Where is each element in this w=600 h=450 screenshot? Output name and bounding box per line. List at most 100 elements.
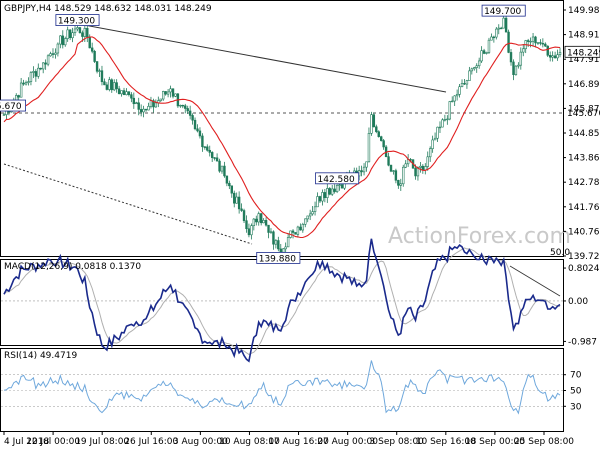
candle xyxy=(534,35,537,48)
candle xyxy=(61,30,64,49)
candle-body xyxy=(414,167,417,177)
candle-body xyxy=(61,35,64,46)
candle-body xyxy=(480,50,483,62)
candle xyxy=(333,184,336,194)
candle xyxy=(27,77,30,86)
candle xyxy=(326,182,329,203)
candle-body xyxy=(39,67,42,70)
candle-body xyxy=(323,192,327,198)
candle-body xyxy=(485,52,488,54)
candle-body xyxy=(51,53,55,55)
candle-body xyxy=(17,95,20,98)
candle xyxy=(108,76,111,92)
price-annotation: 142.580 xyxy=(315,172,360,185)
candle xyxy=(73,25,77,36)
candle-body xyxy=(458,86,461,95)
candle-body xyxy=(122,90,126,96)
level-price-label: 145.670 xyxy=(567,109,600,119)
candle-body xyxy=(203,146,207,148)
candle xyxy=(286,233,290,248)
candle xyxy=(181,104,185,109)
rsi-label: RSI(14) 49.4719 xyxy=(4,351,77,361)
candle-body xyxy=(558,51,562,56)
candle xyxy=(389,164,393,173)
candle xyxy=(191,113,194,125)
candle-body xyxy=(29,72,33,82)
candle-body xyxy=(139,109,143,113)
time-tick-label: 12 Jul 00:00 xyxy=(26,437,80,447)
candle-body xyxy=(113,82,116,91)
candle-body xyxy=(377,131,380,137)
falling-trendline xyxy=(67,21,447,93)
candle-body xyxy=(443,119,447,121)
candle-body xyxy=(125,91,128,96)
candle-body xyxy=(455,94,459,97)
candle xyxy=(240,203,243,212)
candle xyxy=(299,223,302,231)
candle xyxy=(262,218,265,224)
candle xyxy=(171,88,175,99)
candle xyxy=(252,218,256,231)
candle-body xyxy=(105,84,109,90)
candle xyxy=(394,168,398,184)
candle-body xyxy=(230,185,233,194)
candle xyxy=(41,62,45,74)
candle-body xyxy=(517,64,520,67)
candle xyxy=(137,97,140,116)
candle-body xyxy=(301,224,305,231)
candle xyxy=(2,112,6,116)
candle-body xyxy=(196,128,199,132)
candle xyxy=(438,121,442,133)
candle xyxy=(193,117,197,131)
candle-body xyxy=(237,196,241,210)
candle xyxy=(399,178,402,191)
candle-body xyxy=(331,188,334,195)
candle xyxy=(39,67,42,71)
candle xyxy=(553,51,557,59)
time-tick-label: 17 Aug 16:00 xyxy=(268,437,329,447)
candle-body xyxy=(277,240,280,250)
candle xyxy=(71,27,74,43)
candle-body xyxy=(379,136,383,141)
candle xyxy=(531,32,535,47)
candle xyxy=(277,236,280,252)
candle-body xyxy=(507,31,510,53)
candle-body xyxy=(296,226,300,235)
candle xyxy=(433,132,437,141)
candle-body xyxy=(367,133,371,163)
candle-body xyxy=(495,28,498,38)
candle xyxy=(210,151,214,162)
candle-body xyxy=(86,28,89,38)
candles xyxy=(2,12,562,254)
candle-body xyxy=(41,62,45,70)
candle xyxy=(402,164,405,187)
candle-body xyxy=(117,88,121,95)
candle-body xyxy=(556,54,559,59)
time-tick-label: 3 Sep 08:00 xyxy=(370,437,425,447)
candle xyxy=(549,51,552,62)
candle-body xyxy=(546,45,549,56)
candle xyxy=(120,90,123,97)
candle xyxy=(29,71,33,86)
candle xyxy=(362,163,366,176)
symbol-header: GBPJPY,H4 148.529 148.632 148.031 148.24… xyxy=(4,4,212,14)
candle xyxy=(32,66,35,79)
candle-body xyxy=(32,71,35,73)
candle xyxy=(465,79,469,89)
candle xyxy=(487,37,491,55)
candle-body xyxy=(482,50,486,54)
candle-body xyxy=(365,161,368,168)
candle xyxy=(460,79,464,88)
price-tick-label: 143.860 xyxy=(568,154,600,164)
candle xyxy=(328,187,331,196)
time-tick-label: 27 Aug 00:00 xyxy=(317,437,378,447)
candle-body xyxy=(108,79,111,90)
candle xyxy=(100,65,104,86)
candle xyxy=(218,158,221,173)
candle-body xyxy=(362,166,366,173)
candle xyxy=(372,112,376,128)
candle-body xyxy=(71,32,74,39)
candle-body xyxy=(541,43,545,45)
candle xyxy=(78,27,82,34)
rsi-line xyxy=(1,360,563,415)
